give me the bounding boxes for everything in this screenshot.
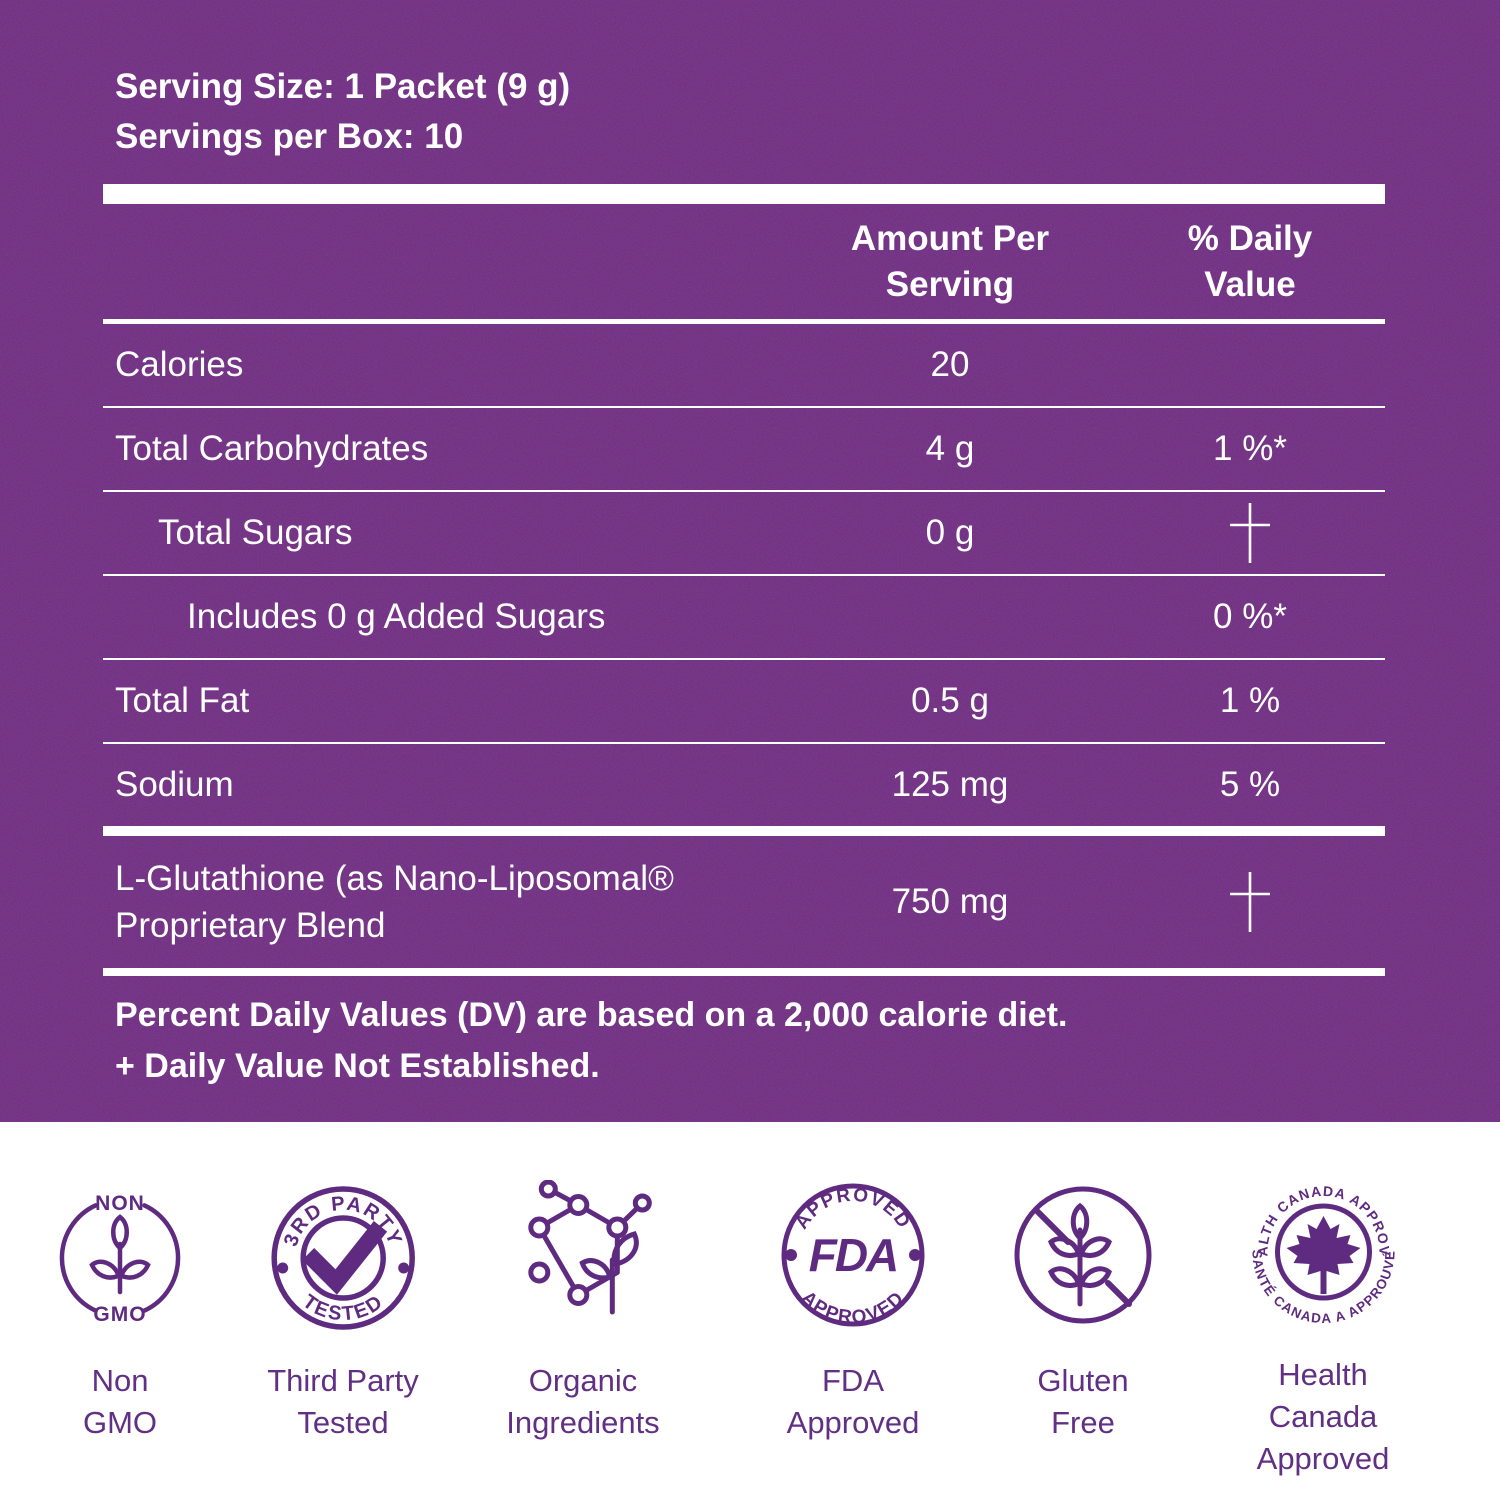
nutrient-daily-value	[1115, 500, 1385, 566]
table-row-l-glutathione: L-Glutathione (as Nano-Liposomal® Propri…	[103, 836, 1385, 968]
badge-label: Organic Ingredients	[506, 1363, 660, 1440]
divider-thin	[103, 406, 1385, 408]
nutrition-facts-table: Serving Size: 1 Packet (9 g) Servings pe…	[103, 0, 1385, 1092]
nutrient-amount: 0.5 g	[911, 681, 989, 720]
divider-thick	[103, 968, 1385, 976]
nutrient-daily-value: 5 %	[1219, 765, 1281, 804]
divider-thin	[103, 490, 1385, 492]
nutrient-label: Sodium	[115, 765, 234, 804]
badge-label: Third Party Tested	[267, 1363, 419, 1440]
badge-label: Gluten Free	[1037, 1363, 1129, 1440]
footnote-dv-basis: Percent Daily Values (DV) are based on a…	[115, 996, 1068, 1034]
third-party-tested-icon: 3RD PARTY TESTED	[271, 1186, 415, 1330]
nutrient-amount: 750 mg	[891, 882, 1009, 921]
table-header-row: Amount Per Serving % Daily Value	[103, 204, 1385, 319]
daily-value-dagger-icon	[1230, 872, 1270, 932]
certification-badges: NON GMO Non GMO 3RD PARTY TESTED	[0, 1122, 1500, 1500]
divider-thick	[103, 184, 1385, 204]
footnotes: Percent Daily Values (DV) are based on a…	[103, 990, 1385, 1092]
divider-thick	[103, 826, 1385, 836]
table-row-sodium: Sodium 125 mg 5 %	[103, 744, 1385, 826]
badge-third-party-tested: 3RD PARTY TESTED Third Party Tested	[267, 1180, 419, 1444]
gluten-free-icon	[1014, 1186, 1152, 1324]
badge-organic-ingredients: Organic Ingredients	[506, 1180, 660, 1444]
fda-approved-icon: FDA APPROVED APPROVED	[781, 1183, 925, 1328]
svg-text:GMO: GMO	[93, 1303, 146, 1326]
table-row-added-sugars: Includes 0 g Added Sugars 0 %*	[103, 576, 1385, 658]
nutrient-label: Total Carbohydrates	[115, 429, 429, 468]
nutrition-facts-panel: Serving Size: 1 Packet (9 g) Servings pe…	[0, 0, 1500, 1122]
nutrient-amount: 20	[930, 345, 970, 384]
badge-label: Non GMO	[82, 1363, 158, 1440]
nutrient-daily-value: 1 %	[1219, 681, 1281, 720]
badge-fda-approved: FDA APPROVED APPROVED FDA Approved	[778, 1180, 928, 1444]
badge-health-canada-approved: HEALTH CANADA APPROVED SANTÉ CANADA A AP…	[1235, 1170, 1412, 1480]
servings-per-box-text: Servings per Box: 10	[115, 117, 464, 156]
badge-label: Health Canada Approved	[1256, 1357, 1390, 1476]
nutrient-daily-value: 1 %*	[1213, 429, 1287, 468]
footnote-not-established: + Daily Value Not Established.	[115, 1047, 600, 1085]
divider-thin	[103, 742, 1385, 744]
nutrient-amount: 125 mg	[891, 765, 1009, 804]
svg-text:FDA: FDA	[809, 1229, 898, 1281]
nutrient-label: L-Glutathione (as Nano-Liposomal® Propri…	[115, 859, 674, 945]
badge-gluten-free: Gluten Free	[1008, 1180, 1158, 1444]
nutrient-label: Total Sugars	[158, 513, 353, 552]
daily-value-header: % Daily Value	[1187, 218, 1313, 304]
table-row-calories: Calories 20	[103, 324, 1385, 406]
non-gmo-icon: NON GMO	[59, 1192, 181, 1326]
nutrient-daily-value: 0 %*	[1213, 597, 1287, 636]
svg-text:APPROVED: APPROVED	[797, 1287, 909, 1328]
svg-text:3RD PARTY: 3RD PARTY	[280, 1193, 407, 1250]
divider-medium	[103, 319, 1385, 324]
badge-label: FDA Approved	[786, 1363, 920, 1440]
table-row-total-sugars: Total Sugars 0 g	[103, 492, 1385, 574]
nutrient-amount: 4 g	[925, 429, 975, 468]
divider-thin	[103, 574, 1385, 576]
nutrient-label: Includes 0 g Added Sugars	[187, 597, 606, 636]
daily-value-dagger-icon	[1230, 503, 1270, 563]
health-canada-approved-icon: HEALTH CANADA APPROVED SANTÉ CANADA A AP…	[1243, 1170, 1396, 1326]
nutrient-daily-value	[1115, 869, 1385, 935]
serving-info: Serving Size: 1 Packet (9 g) Servings pe…	[103, 0, 1385, 162]
svg-text:NON: NON	[95, 1192, 145, 1215]
nutrient-amount: 0 g	[925, 513, 975, 552]
table-row-total-fat: Total Fat 0.5 g 1 %	[103, 660, 1385, 742]
nutrient-label: Calories	[115, 345, 244, 384]
serving-size-text: Serving Size: 1 Packet (9 g)	[115, 67, 571, 106]
nutrient-label: Total Fat	[115, 681, 250, 720]
badge-non-gmo: NON GMO Non GMO	[45, 1180, 195, 1444]
amount-per-serving-header: Amount Per Serving	[850, 218, 1050, 304]
organic-ingredients-icon	[527, 1180, 652, 1315]
divider-thin	[103, 658, 1385, 660]
svg-text:APPROVED: APPROVED	[791, 1185, 914, 1234]
table-row-total-carbohydrates: Total Carbohydrates 4 g 1 %*	[103, 408, 1385, 490]
